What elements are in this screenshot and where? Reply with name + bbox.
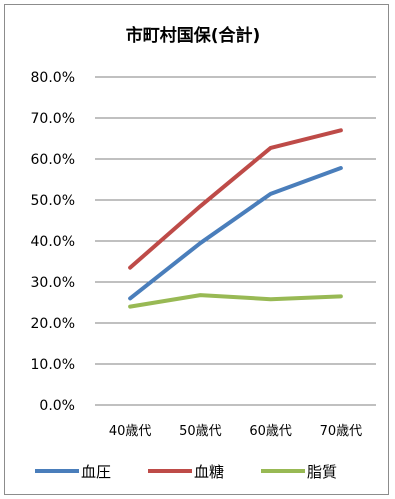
chart-title: 市町村国保(合計) bbox=[126, 25, 261, 46]
x-tick-label: 50歳代 bbox=[179, 424, 222, 439]
y-tick-label: 0.0% bbox=[39, 398, 75, 414]
x-tick-label: 40歳代 bbox=[109, 424, 152, 439]
series-line bbox=[128, 293, 343, 309]
gridlines bbox=[95, 76, 376, 406]
series-lines bbox=[128, 128, 343, 309]
legend-label: 血糖 bbox=[194, 463, 224, 481]
y-tick-label: 20.0% bbox=[31, 316, 75, 332]
y-tick-label: 40.0% bbox=[31, 234, 75, 250]
x-tick-label: 70歳代 bbox=[320, 424, 363, 439]
series-line bbox=[128, 166, 343, 301]
legend-label: 血圧 bbox=[81, 463, 111, 481]
y-tick-label: 30.0% bbox=[31, 275, 75, 291]
x-tick-label: 60歳代 bbox=[249, 424, 292, 439]
y-tick-label: 60.0% bbox=[31, 152, 75, 168]
x-axis-tick-labels: 40歳代 50歳代 60歳代 70歳代 bbox=[109, 424, 362, 439]
y-tick-label: 70.0% bbox=[31, 111, 75, 127]
y-tick-label: 50.0% bbox=[31, 193, 75, 209]
y-axis-tick-labels: 80.0% 70.0% 60.0% 50.0% 40.0% 30.0% 20.0% 10.0%… bbox=[31, 70, 75, 414]
legend: 血圧 血糖 脂質 bbox=[35, 463, 337, 481]
y-tick-label: 80.0% bbox=[31, 70, 75, 86]
y-tick-label: 10.0% bbox=[31, 357, 75, 373]
legend-label: 脂質 bbox=[307, 463, 337, 481]
chart-frame: 市町村国保(合計) 80.0% 70.0% 60.0% 50.0% 40.0% 30.0%… bbox=[4, 4, 389, 495]
line-chart: 市町村国保(合計) 80.0% 70.0% 60.0% 50.0% 40.0% 30.0%… bbox=[31, 25, 376, 481]
series-line bbox=[128, 128, 343, 270]
